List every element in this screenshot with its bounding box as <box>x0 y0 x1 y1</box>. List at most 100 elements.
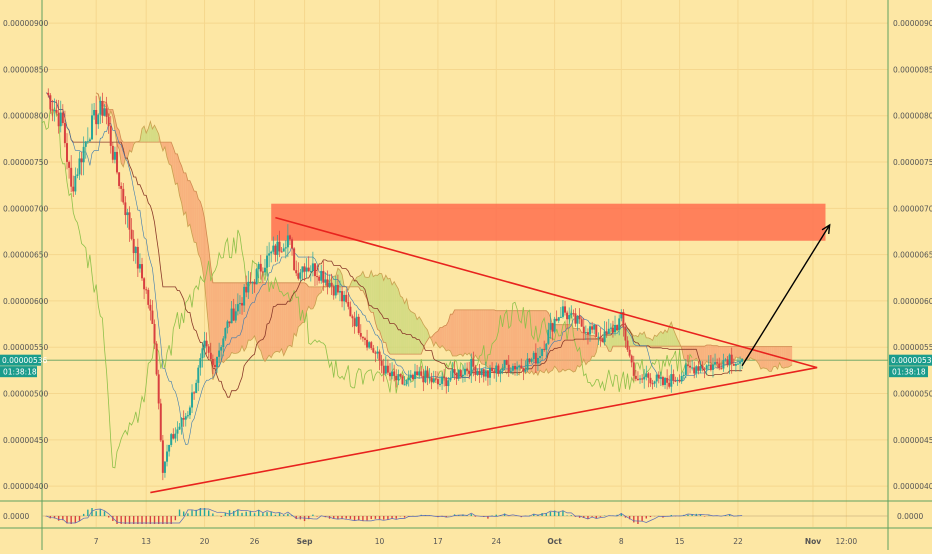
candle-body <box>299 272 301 278</box>
candle-body <box>406 380 408 384</box>
candle-body <box>137 247 139 269</box>
cloud-segment <box>446 321 448 351</box>
candle-body <box>633 362 635 375</box>
candle-body <box>468 371 470 374</box>
candle-body <box>118 172 120 186</box>
candle-body <box>316 276 318 277</box>
cloud-segment <box>377 273 379 331</box>
cloud-segment <box>648 338 650 346</box>
oscillator-bar <box>346 516 347 519</box>
y-tick-label-left: 0.00000700 <box>3 204 49 213</box>
candle-body <box>368 342 370 347</box>
oscillator-bar <box>233 511 234 516</box>
oscillator-right-tick: 0.0000 <box>897 512 923 521</box>
candle-body <box>110 126 112 146</box>
conversion-line <box>46 93 742 445</box>
candle-body <box>308 268 310 271</box>
candle-body <box>295 270 297 273</box>
candle-body <box>460 370 462 376</box>
cloud-segment <box>636 336 638 347</box>
cloud-segment <box>380 273 382 337</box>
triangle-lower-line <box>150 368 817 493</box>
x-tick-label: 13 <box>141 537 151 546</box>
candle-body <box>510 371 512 372</box>
candle-body <box>218 351 220 357</box>
candle-body <box>129 212 131 229</box>
candle-body <box>97 115 99 124</box>
candle-body <box>322 271 324 283</box>
oscillator-bar <box>566 515 567 516</box>
candle-body <box>99 101 101 115</box>
oscillator-bar <box>637 516 638 524</box>
candle-body <box>372 348 374 352</box>
cloud-segment <box>475 310 477 359</box>
candle-body <box>520 366 522 369</box>
oscillator-bar <box>546 513 547 516</box>
x-tick-label: 7 <box>94 537 99 546</box>
cloud-segment <box>765 347 767 369</box>
candle-body <box>445 378 447 386</box>
oscillator-bar <box>646 516 647 518</box>
candle-body <box>647 373 649 377</box>
cloud-segment <box>175 154 177 185</box>
candle-body <box>387 366 389 373</box>
candle-body <box>347 302 349 307</box>
candle-body <box>389 373 391 377</box>
candle-body <box>266 256 268 268</box>
candle-body <box>287 235 289 247</box>
candle-body <box>670 374 672 387</box>
cloud-segment <box>382 274 384 343</box>
candle-body <box>85 141 87 146</box>
candle-body <box>226 321 228 328</box>
candle-body <box>154 324 156 344</box>
oscillator-bar <box>562 511 563 516</box>
candle-body <box>554 319 556 332</box>
candle-body <box>674 381 676 382</box>
candle-body <box>229 321 231 323</box>
oscillator-bar <box>633 516 634 522</box>
oscillator-bar <box>371 516 372 519</box>
candle-body <box>66 143 68 162</box>
candle-body <box>658 375 660 379</box>
cloud-segment <box>384 275 386 342</box>
cloud-segment <box>388 278 390 354</box>
candle-body <box>401 376 403 384</box>
candle-body <box>691 367 693 368</box>
cloud-segment <box>198 199 200 258</box>
cloud-segment <box>482 310 484 364</box>
cloud-segment <box>411 311 413 354</box>
candle-body <box>577 316 579 324</box>
candle-body <box>499 370 501 374</box>
candle-body <box>462 375 464 377</box>
candle-body <box>539 356 541 358</box>
x-tick-label: 26 <box>250 537 260 546</box>
oscillator-bar <box>312 515 313 516</box>
candle-body <box>293 248 295 270</box>
y-tick-label-right: 0.00000900 <box>893 19 932 28</box>
oscillator-bar <box>404 516 405 518</box>
candle-body <box>433 378 435 382</box>
candle-body <box>395 376 397 380</box>
candle-body <box>404 384 406 385</box>
candle-body <box>183 418 185 420</box>
x-tick-label: 8 <box>619 537 624 546</box>
candle-body <box>518 366 520 368</box>
cloud-segment <box>413 313 415 355</box>
cloud-segment <box>390 278 392 354</box>
candle-body <box>616 325 618 330</box>
cloud-segment <box>455 310 457 356</box>
candle-body <box>189 408 191 416</box>
candle-body <box>570 313 572 315</box>
candle-body <box>264 268 266 273</box>
candle-body <box>414 371 416 379</box>
oscillator-bar <box>262 513 263 516</box>
candle-body <box>410 375 412 378</box>
candle-body <box>337 285 339 292</box>
candle-body <box>251 282 253 283</box>
cloud-segment <box>690 346 692 361</box>
candle-body <box>310 271 312 272</box>
candle-body <box>349 307 351 317</box>
